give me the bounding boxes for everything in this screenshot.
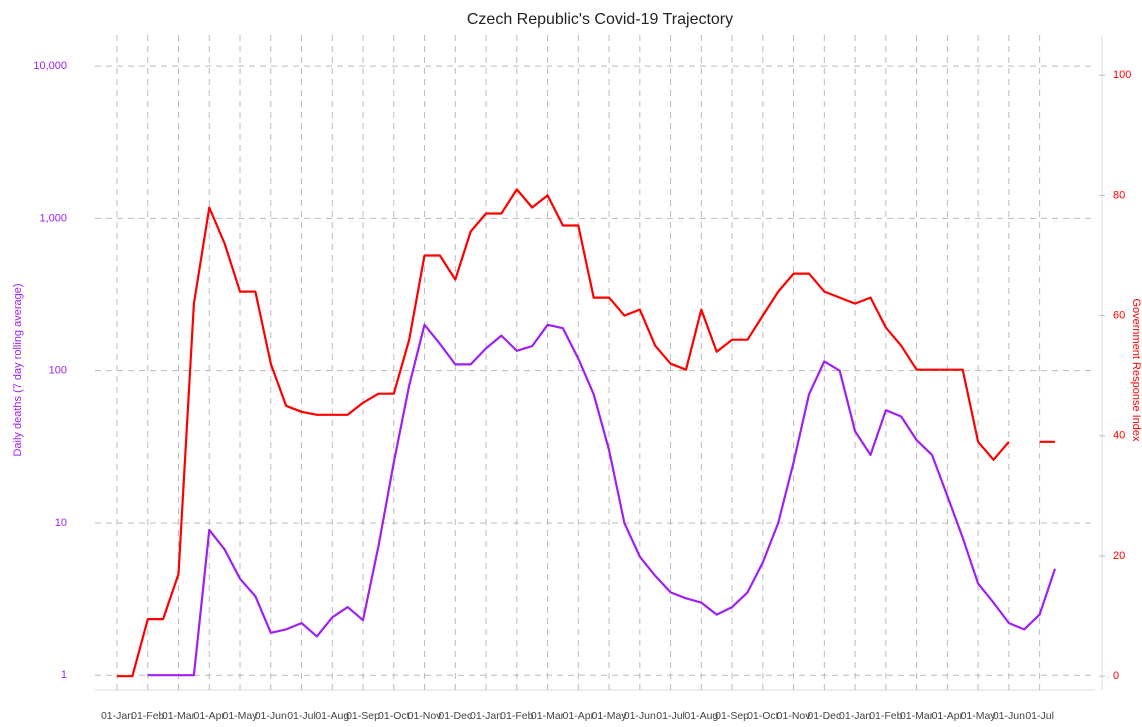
chart-title: Czech Republic's Covid-19 Trajectory — [467, 11, 733, 28]
x-tick-label: 01-Mar — [900, 710, 934, 722]
x-tick-label: 01-Feb — [131, 710, 164, 722]
y2-tick-label: 100 — [1113, 69, 1131, 81]
x-tick-label: 01-Oct — [747, 710, 779, 722]
y-axis-label: Daily deaths (7 day rolling average) — [12, 283, 24, 456]
x-tick-label: 01-Jun — [624, 710, 656, 722]
x-tick-label: 01-Nov — [777, 710, 812, 722]
y2-tick-label: 40 — [1113, 430, 1125, 442]
x-tick-label: 01-Dec — [438, 710, 472, 722]
x-tick-label: 01-May — [961, 710, 997, 722]
x-tick-label: 01-Aug — [684, 710, 718, 722]
x-tick-label: 01-Apr — [563, 710, 595, 722]
x-tick-label: 01-Jan — [470, 710, 502, 722]
y-tick-label: 10 — [55, 517, 67, 529]
y2-tick-label: 80 — [1113, 189, 1125, 201]
x-tick-label: 01-Jul — [656, 710, 685, 722]
x-tick-label: 01-Mar — [162, 710, 196, 722]
x-tick-label: 01-Apr — [932, 710, 964, 722]
x-tick-label: 01-Sep — [346, 710, 380, 722]
series-line — [117, 188, 1055, 678]
x-tick-label: 01-Jan — [839, 710, 871, 722]
y2-tick-label: 60 — [1113, 310, 1125, 322]
x-tick-label: 01-Mar — [531, 710, 565, 722]
x-tick-label: 01-Jun — [255, 710, 287, 722]
y-tick-label: 100 — [49, 365, 67, 377]
x-tick-label: 01-Jul — [1025, 710, 1054, 722]
x-tick-label: 01-Oct — [378, 710, 410, 722]
y2-axis-label: Government Response Index — [1130, 298, 1142, 442]
x-tick-label: 01-Sep — [715, 710, 749, 722]
x-tick-label: 01-Jan — [101, 710, 133, 722]
x-tick-label: 01-Feb — [500, 710, 533, 722]
x-tick-label: 01-May — [592, 710, 628, 722]
x-tick-label: 01-May — [223, 710, 259, 722]
series-line — [147, 323, 1057, 677]
x-tick-label: 01-Aug — [315, 710, 349, 722]
y2-tick-label: 20 — [1113, 550, 1125, 562]
x-tick-label: 01-Jun — [993, 710, 1025, 722]
y-tick-label: 1,000 — [39, 212, 67, 224]
x-tick-label: 01-Apr — [194, 710, 226, 722]
y-tick-label: 1 — [61, 669, 67, 681]
x-tick-label: 01-Jul — [287, 710, 316, 722]
x-tick-label: 01-Dec — [807, 710, 841, 722]
x-tick-label: 01-Nov — [408, 710, 443, 722]
y2-tick-label: 0 — [1113, 670, 1119, 682]
y-tick-label: 10,000 — [33, 60, 67, 72]
x-tick-label: 01-Feb — [869, 710, 902, 722]
